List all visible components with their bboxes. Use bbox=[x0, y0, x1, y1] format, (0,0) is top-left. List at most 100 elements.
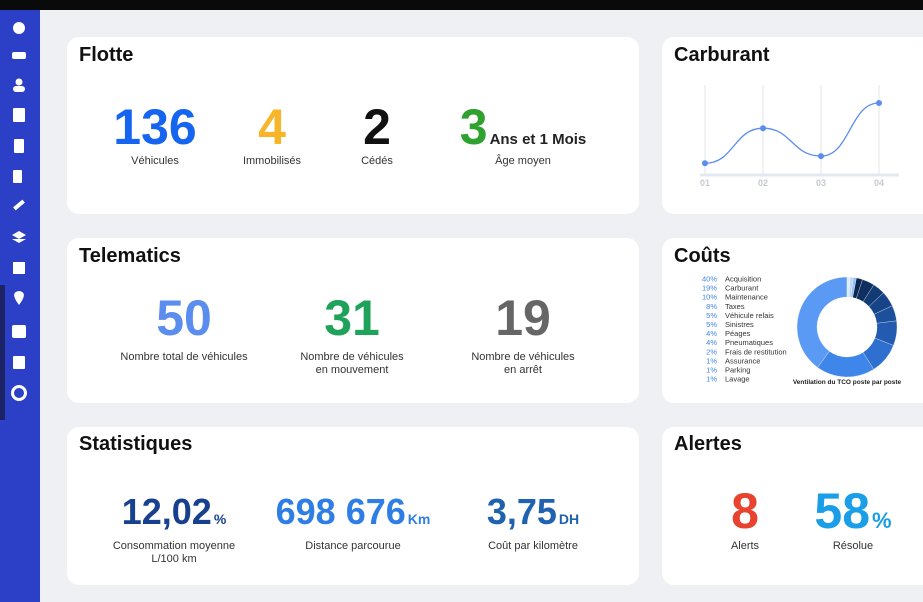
legend-label: Pneumatiques bbox=[725, 338, 773, 347]
point bbox=[760, 125, 766, 132]
icon[interactable] bbox=[13, 356, 25, 369]
icon[interactable] bbox=[15, 78, 23, 86]
stat-number: 58 bbox=[814, 483, 870, 539]
stat-value: 31 bbox=[324, 290, 380, 346]
stat-value: 4 bbox=[258, 99, 286, 155]
icon[interactable] bbox=[13, 170, 22, 183]
point bbox=[818, 153, 824, 160]
legend-label: Frais de restitution bbox=[725, 347, 787, 356]
stat-value: 698 676 Km bbox=[276, 491, 431, 532]
legend-value: 1% bbox=[706, 366, 717, 375]
stat-label: Âge moyen bbox=[495, 154, 551, 167]
icon[interactable] bbox=[13, 22, 25, 34]
card-title: Flotte bbox=[79, 44, 133, 66]
stat-label: Consommation moyenne bbox=[113, 540, 235, 552]
icon[interactable] bbox=[14, 291, 24, 305]
legend-value: 1% bbox=[706, 375, 717, 384]
icon[interactable] bbox=[14, 139, 24, 153]
legend-value: 5% bbox=[706, 320, 717, 329]
stat-label: Nombre de véhicules bbox=[300, 351, 404, 363]
x-tick-label: 04 bbox=[874, 178, 884, 188]
legend-value: 4% bbox=[706, 338, 717, 347]
stat-number: 31 bbox=[324, 290, 380, 346]
sidebar-icons bbox=[11, 22, 27, 401]
icon[interactable] bbox=[13, 199, 25, 211]
stat-unit: Km bbox=[408, 511, 431, 527]
card bbox=[67, 37, 639, 214]
card bbox=[662, 427, 923, 585]
legend-value: 4% bbox=[706, 329, 717, 338]
legend-label: Sinistres bbox=[725, 320, 754, 329]
stat-label: Cédés bbox=[361, 155, 393, 167]
legend-value: 1% bbox=[706, 356, 717, 365]
stat-label: Immobilisés bbox=[243, 155, 302, 167]
stat-value: 2 bbox=[363, 99, 391, 155]
stat-label: en arrêt bbox=[504, 364, 542, 376]
icon[interactable] bbox=[12, 52, 26, 59]
stat-number: 19 bbox=[495, 290, 551, 346]
icon[interactable] bbox=[12, 325, 26, 338]
sidebar-tab bbox=[0, 285, 5, 420]
donut-slice bbox=[846, 276, 851, 298]
stat-value: 3,75 DH bbox=[487, 491, 579, 532]
x-tick-label: 01 bbox=[700, 178, 710, 188]
stat-number: 2 bbox=[363, 99, 391, 155]
stat-label: Nombre de véhicules bbox=[471, 351, 575, 363]
line bbox=[704, 102, 880, 164]
point bbox=[702, 160, 708, 167]
legend-label: Véhicule relais bbox=[725, 311, 774, 320]
point bbox=[876, 100, 882, 106]
stat-number: 3,75 bbox=[487, 491, 557, 532]
stat-label: Nombre total de véhicules bbox=[120, 351, 248, 363]
legend-label: Carburant bbox=[725, 284, 759, 293]
stat-label: en mouvement bbox=[316, 364, 389, 376]
card bbox=[67, 427, 639, 585]
stat-number: 698 676 bbox=[276, 491, 406, 532]
x-tick-label: 03 bbox=[816, 178, 826, 188]
stat-value: 58% bbox=[814, 483, 891, 539]
legend-label: Péages bbox=[725, 329, 751, 338]
stat-label: Coût par kilomètre bbox=[488, 540, 578, 552]
legend-label: Acquisition bbox=[725, 275, 761, 284]
icon[interactable] bbox=[13, 262, 25, 274]
legend-value: 40% bbox=[702, 275, 717, 284]
stat-number: 4 bbox=[258, 99, 286, 155]
legend-label: Parking bbox=[725, 366, 750, 375]
chart-caption: Ventilation du TCO poste par poste bbox=[793, 379, 902, 386]
stat-label: Distance parcourue bbox=[305, 540, 400, 552]
sidebar bbox=[0, 10, 40, 602]
legend-value: 2% bbox=[706, 347, 717, 356]
stat-value: 19 bbox=[495, 290, 551, 346]
icon[interactable] bbox=[13, 108, 25, 122]
stat-unit: % bbox=[214, 511, 227, 527]
legend-label: Taxes bbox=[725, 302, 745, 311]
legend-value: 8% bbox=[706, 302, 717, 311]
legend-value: 10% bbox=[702, 293, 717, 302]
top-bar bbox=[0, 0, 923, 10]
stat-value: 3 Ans et 1 Mois bbox=[460, 99, 587, 155]
stat-value: 12,02% bbox=[122, 491, 227, 532]
icon[interactable] bbox=[12, 231, 26, 243]
legend-label: Assurance bbox=[725, 356, 760, 365]
stat-label: Alerts bbox=[731, 540, 760, 552]
card-title: Telematics bbox=[79, 245, 181, 267]
stat-value: 50 bbox=[156, 290, 212, 346]
stat-unit: % bbox=[872, 508, 892, 533]
stat-number: 8 bbox=[731, 483, 759, 539]
icon[interactable] bbox=[13, 86, 25, 92]
legend-label: Lavage bbox=[725, 375, 750, 384]
stat-label: Véhicules bbox=[131, 155, 179, 167]
stat-number: 136 bbox=[113, 99, 196, 155]
stat-value: 8 bbox=[731, 483, 759, 539]
card-title: Alertes bbox=[674, 433, 742, 455]
stat-unit: DH bbox=[559, 511, 579, 527]
stat-number: 3 bbox=[460, 99, 488, 155]
stat-number: 50 bbox=[156, 290, 212, 346]
card-title: Carburant bbox=[674, 44, 770, 66]
card bbox=[67, 238, 639, 403]
stat-label: Résolue bbox=[833, 540, 873, 552]
icon[interactable] bbox=[11, 385, 27, 401]
legend-value: 19% bbox=[702, 284, 717, 293]
